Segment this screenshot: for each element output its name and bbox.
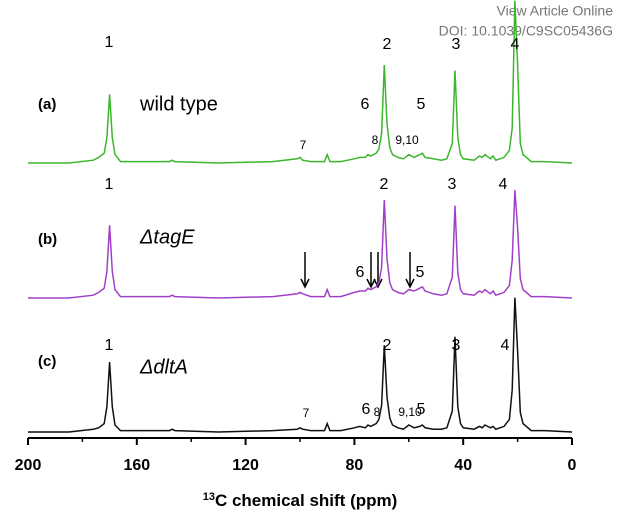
doi: DOI: 10.1039/C9SC05436G (439, 23, 613, 39)
peak-label: 2 (383, 36, 392, 53)
x-tick-label: 120 (232, 457, 259, 474)
x-tick-label: 160 (123, 457, 150, 474)
peak-label: 3 (448, 176, 457, 193)
peak-label: 3 (452, 36, 461, 53)
panel-tag: (a) (38, 96, 56, 113)
legend-label: wild type (139, 93, 218, 115)
peak-label: 7 (300, 138, 307, 152)
peak-label: 9,10 (398, 405, 422, 419)
peak-label: 4 (499, 176, 508, 193)
x-axis-label: 13C chemical shift (ppm) (203, 491, 398, 511)
peak-label: 5 (417, 401, 426, 418)
peak-label: 7 (303, 406, 310, 420)
peak-label: 4 (511, 36, 520, 53)
panel-tag: (c) (38, 353, 56, 370)
peak-label: 6 (356, 264, 365, 281)
peak-label: 6 (362, 401, 371, 418)
legend-label: ΔtagE (139, 226, 195, 248)
x-tick-label: 40 (454, 457, 472, 474)
peak-label: 5 (416, 264, 425, 281)
x-tick-label: 80 (346, 457, 364, 474)
x-label-text: C chemical shift (ppm) (215, 491, 397, 510)
spectrum (28, 297, 573, 433)
spectrum (28, 190, 573, 299)
peak-label: 2 (380, 176, 389, 193)
peak-label: 5 (417, 96, 426, 113)
peak-label: 3 (452, 337, 461, 354)
peak-label: 6 (361, 96, 370, 113)
peak-label: 8 (372, 133, 379, 147)
legend-label: ΔdltA (139, 356, 188, 378)
panel-tag: (b) (38, 231, 57, 248)
peak-label: 4 (501, 337, 510, 354)
peak-label: 2 (383, 337, 392, 354)
peak-label: 9,10 (395, 133, 419, 147)
view-article-link[interactable]: View Article Online (497, 3, 614, 19)
arrows (300, 252, 415, 289)
peak-label: 8 (374, 405, 381, 419)
peak-label: 1 (105, 337, 114, 354)
x-label-sup: 13 (203, 491, 215, 503)
peak-label: 1 (105, 176, 114, 193)
x-tick-label: 0 (568, 457, 577, 474)
spectrum (28, 0, 573, 164)
peak-label: 1 (105, 34, 114, 51)
x-tick-label: 200 (15, 457, 42, 474)
